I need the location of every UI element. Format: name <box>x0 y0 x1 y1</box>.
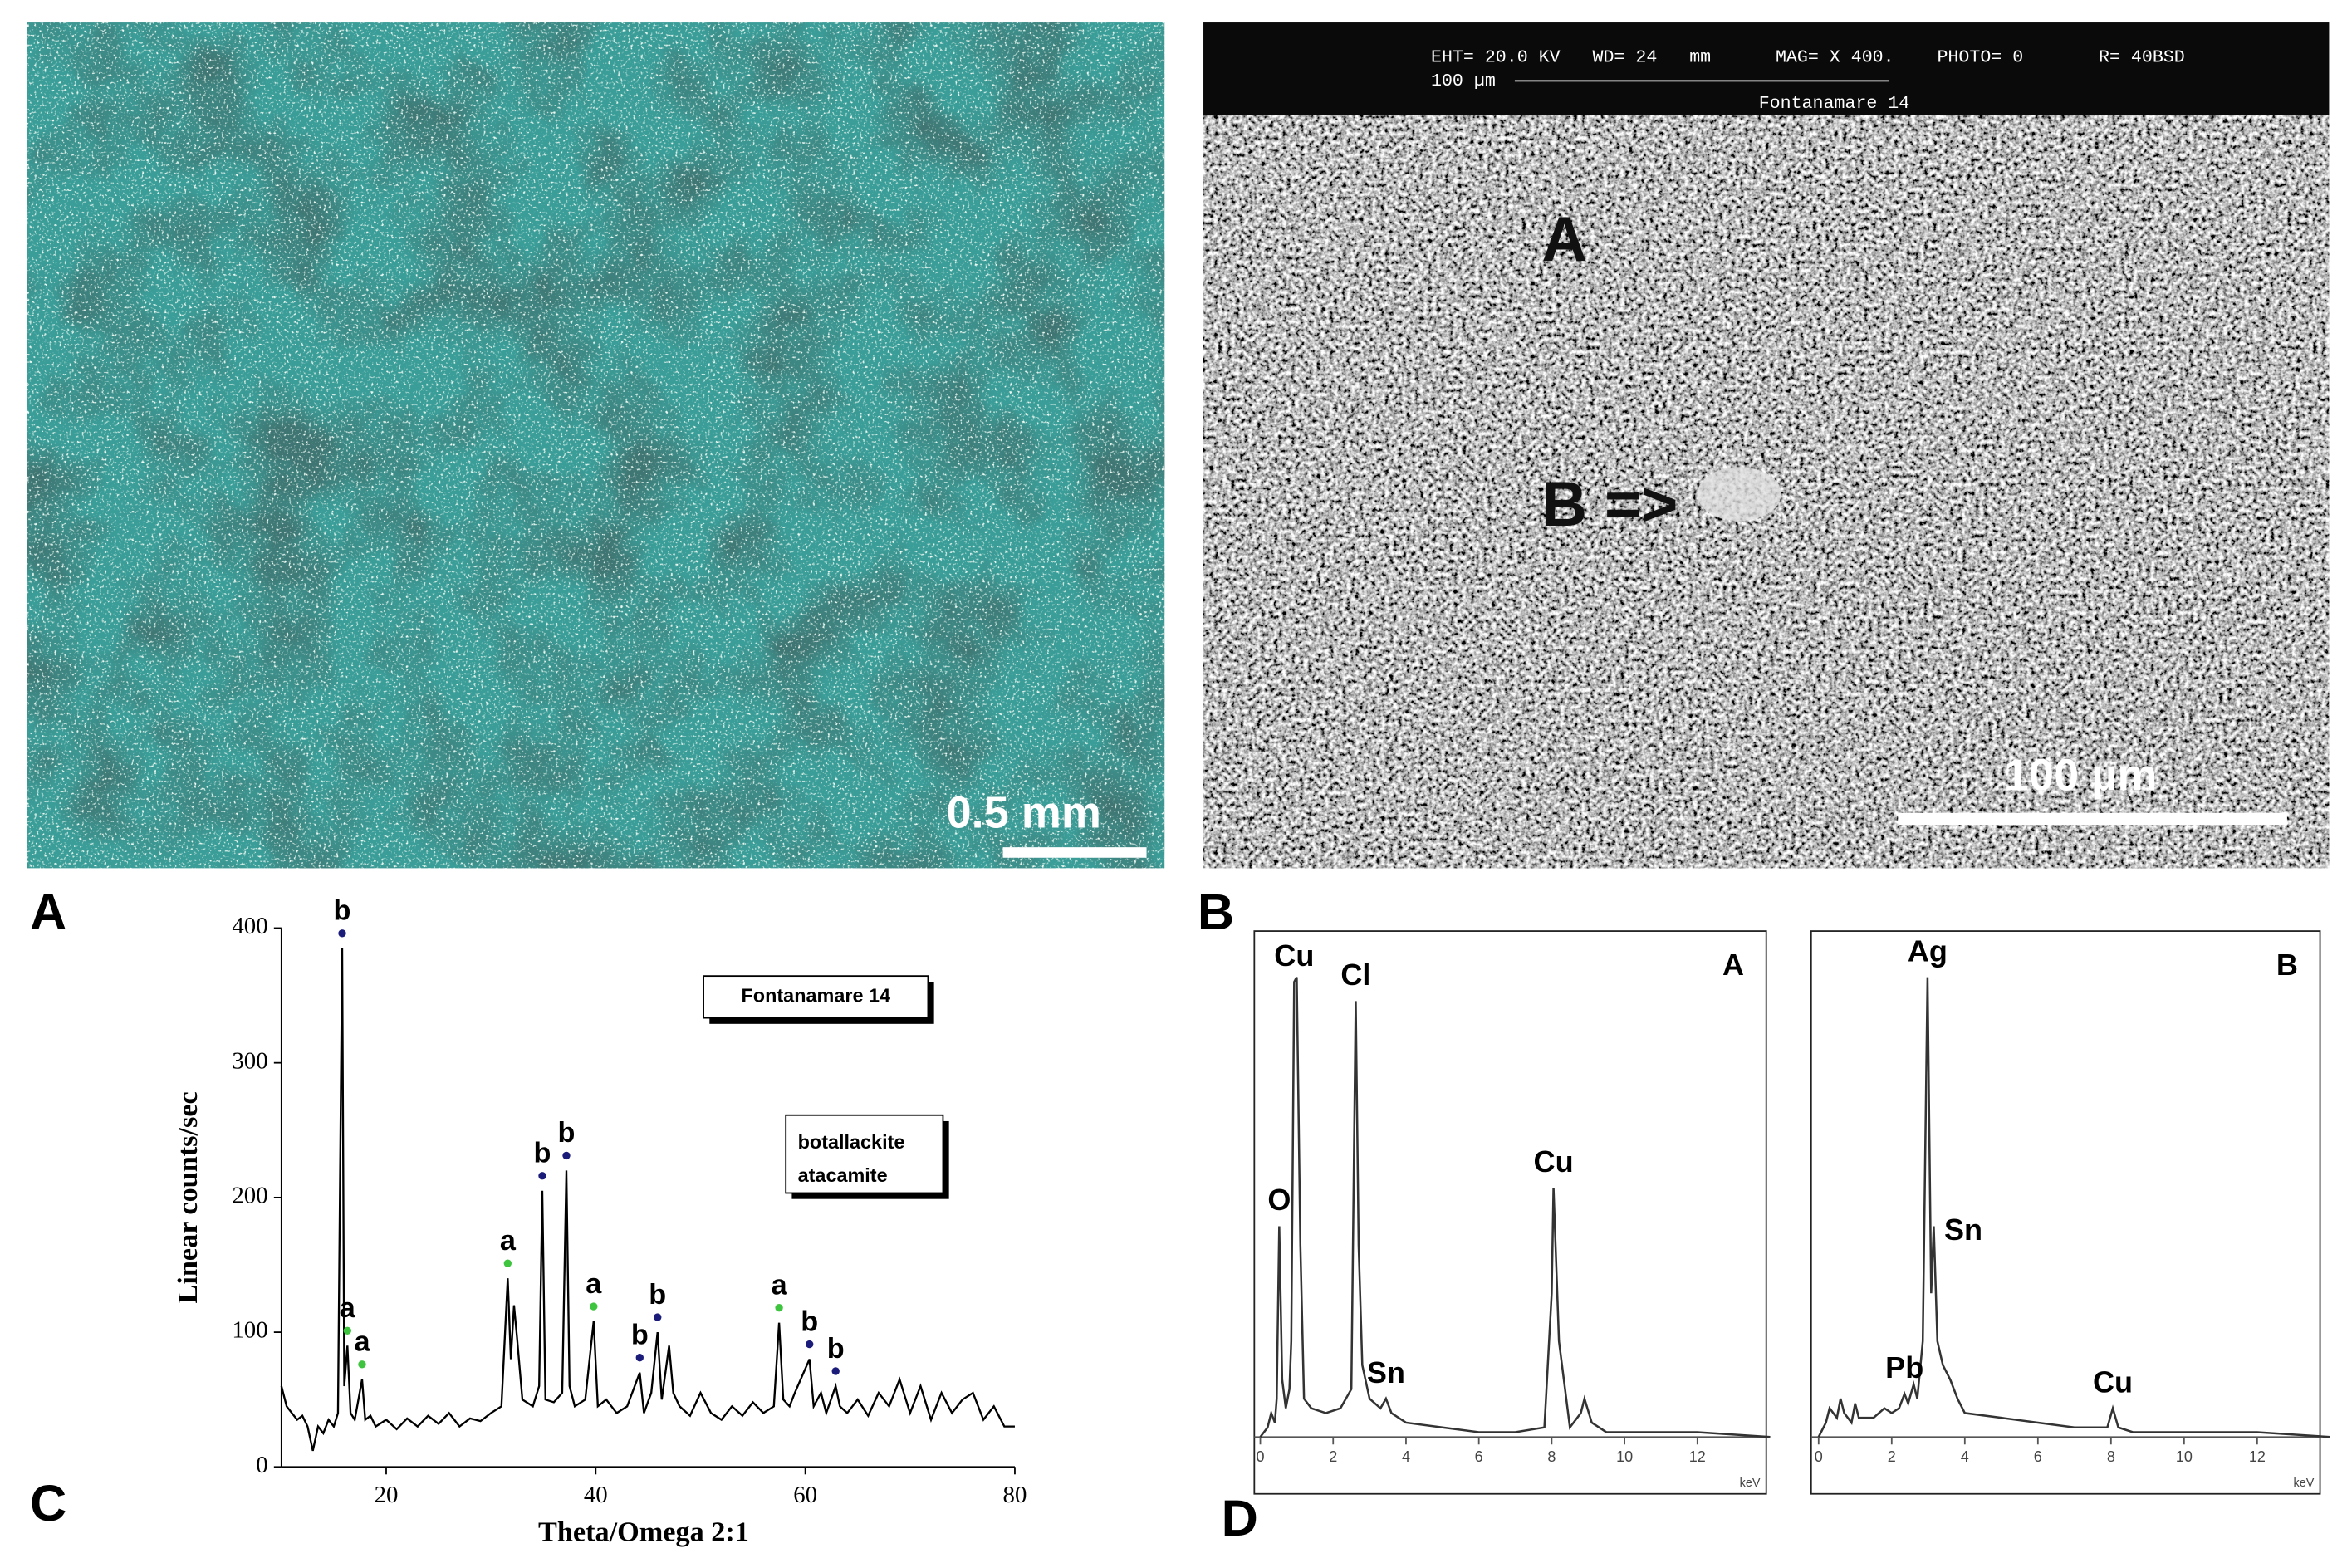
x-tick-label: 2 <box>1888 1448 1896 1465</box>
peak-marker <box>538 1172 546 1180</box>
panel-letter: B <box>1198 884 1234 940</box>
y-tick-label: 100 <box>232 1317 267 1344</box>
legend-box <box>785 1114 944 1194</box>
x-tick-label: 6 <box>2034 1448 2042 1465</box>
peak-marker <box>775 1304 783 1312</box>
sem-header-line: EHT= 20.0 KV WD= 24 mm MAG= X 400. PHOTO… <box>1431 47 2185 67</box>
legend-entry: botallackite <box>798 1131 905 1153</box>
spectrum-frame <box>1253 930 1767 1495</box>
x-tick-label: 8 <box>1547 1448 1556 1465</box>
peak-label: Pb <box>1885 1350 1923 1384</box>
x-tick-label: 12 <box>2249 1448 2266 1465</box>
x-axis-label: keV <box>1740 1477 1761 1490</box>
y-tick-label: 200 <box>232 1182 267 1208</box>
peak-marker <box>831 1367 840 1375</box>
peak-label: b <box>827 1333 845 1365</box>
bright-region <box>1697 467 1781 522</box>
x-tick-label: 6 <box>1475 1448 1483 1465</box>
spectrum-label: B <box>2276 948 2298 982</box>
peak-label: b <box>334 895 351 927</box>
panel-letter: C <box>30 1475 66 1531</box>
x-tick-label: 20 <box>375 1482 399 1508</box>
peak-marker <box>635 1354 644 1362</box>
peak-marker <box>805 1340 814 1349</box>
panel-letter: A <box>30 884 66 940</box>
legend-entry: atacamite <box>798 1164 888 1186</box>
sem-scale-text: 100 µm <box>1431 71 1496 91</box>
peak-marker <box>590 1302 598 1311</box>
region-marker: B => <box>1541 469 1678 540</box>
x-tick-label: 0 <box>1815 1448 1823 1465</box>
scale-bar <box>1898 812 2287 826</box>
peak-label: Cu <box>1534 1144 1574 1178</box>
y-tick-label: 0 <box>256 1452 267 1478</box>
peak-label: b <box>534 1138 551 1169</box>
x-axis-label: keV <box>2294 1477 2315 1490</box>
peak-marker <box>654 1313 662 1321</box>
legend-box <box>703 975 929 1019</box>
peak-label: b <box>631 1320 649 1351</box>
peak-label: Cl <box>1340 958 1370 992</box>
peak-label: Cu <box>1274 938 1314 973</box>
xrd-line <box>280 948 1015 1452</box>
x-axis-label: Theta/Omega 2:1 <box>538 1516 749 1547</box>
region-marker: A <box>1541 204 1587 275</box>
x-tick-label: 80 <box>1003 1482 1027 1508</box>
peak-label: Sn <box>1367 1355 1405 1389</box>
panel-letter: D <box>1222 1490 1258 1546</box>
spectrum-label: A <box>1722 948 1744 982</box>
peak-label: a <box>586 1268 602 1300</box>
scale-bar <box>1002 847 1147 858</box>
peak-label: Sn <box>1944 1213 1982 1247</box>
photo-a: 0.5 mm <box>27 22 1165 869</box>
peak-label: a <box>340 1292 356 1324</box>
peak-label: Cu <box>2093 1365 2133 1399</box>
peak-label: Ag <box>1908 933 1948 968</box>
x-tick-label: 4 <box>1402 1448 1410 1465</box>
photo-a-speckle <box>27 22 1165 869</box>
spectrum-line <box>1817 977 2330 1438</box>
peak-label: a <box>772 1270 788 1301</box>
peak-label: O <box>1267 1183 1291 1217</box>
peak-label: b <box>558 1117 576 1149</box>
x-tick-label: 40 <box>584 1482 608 1508</box>
peak-label: b <box>801 1306 818 1337</box>
x-tick-label: 12 <box>1689 1448 1706 1465</box>
photo-b: EHT= 20.0 KV WD= 24 mm MAG= X 400. PHOTO… <box>1203 22 2330 869</box>
y-tick-label: 300 <box>232 1047 267 1074</box>
y-tick-label: 400 <box>232 913 267 939</box>
x-tick-label: 0 <box>1257 1448 1265 1465</box>
peak-marker <box>338 929 346 938</box>
x-tick-label: 10 <box>2176 1448 2193 1465</box>
peak-marker <box>343 1326 351 1335</box>
y-axis-label: Linear counts/sec <box>172 1091 203 1303</box>
x-tick-label: 8 <box>2107 1448 2115 1465</box>
peak-marker <box>503 1259 512 1267</box>
x-tick-label: 10 <box>1616 1448 1633 1465</box>
legend-title: Fontanamare 14 <box>741 985 890 1007</box>
peak-label: a <box>500 1225 517 1257</box>
peak-label: a <box>354 1326 370 1358</box>
peak-marker <box>562 1151 571 1160</box>
spectrum-frame <box>1810 930 2321 1495</box>
scale-label: 100 µm <box>2004 751 2157 801</box>
spectrum-line <box>1259 976 1771 1438</box>
sem-header <box>1203 22 2330 115</box>
peak-marker <box>358 1360 366 1369</box>
x-tick-label: 4 <box>1961 1448 1969 1465</box>
sem-sample: Fontanamare 14 <box>1759 94 1910 114</box>
x-tick-label: 60 <box>793 1482 817 1508</box>
scale-label: 0.5 mm <box>947 788 1101 838</box>
peak-label: b <box>649 1279 666 1311</box>
x-tick-label: 2 <box>1329 1448 1337 1465</box>
